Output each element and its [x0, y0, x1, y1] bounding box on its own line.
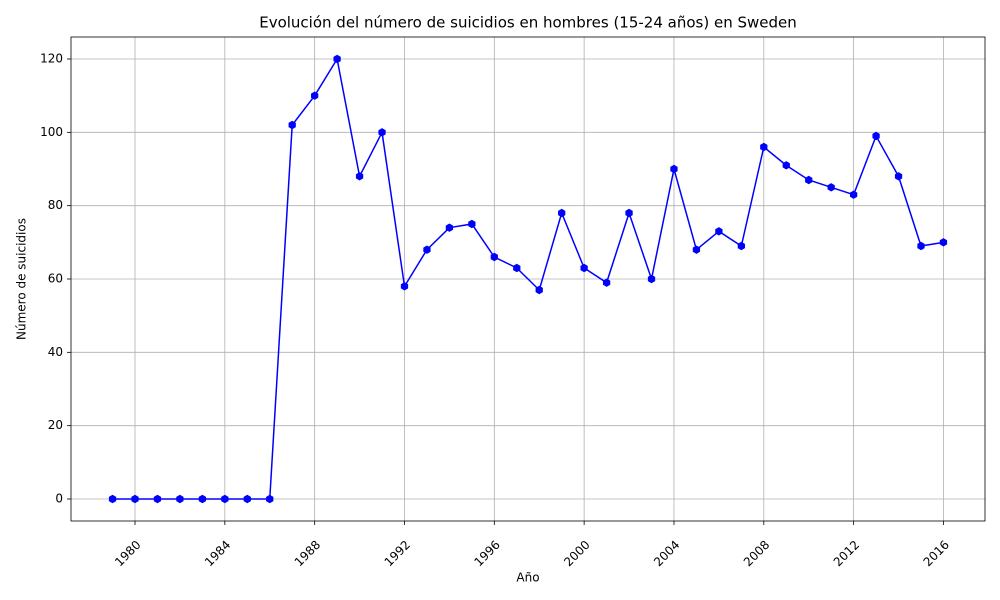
- line: [112, 56, 944, 500]
- point: [490, 252, 498, 262]
- point: [827, 183, 835, 192]
- point: [715, 227, 723, 236]
- x-tick-label: 2004: [651, 538, 682, 569]
- point: [378, 128, 386, 137]
- point: [535, 285, 543, 295]
- x-tick-label: 1980: [112, 538, 143, 569]
- point: [849, 190, 858, 199]
- point: [243, 494, 251, 504]
- point: [760, 142, 768, 152]
- point: [333, 54, 341, 64]
- y-tick-label: 60: [48, 272, 63, 286]
- x-tick-label: 1996: [471, 538, 502, 569]
- point: [692, 245, 701, 254]
- point: [108, 494, 117, 504]
- point: [311, 91, 319, 100]
- point: [580, 263, 588, 273]
- point: [894, 172, 903, 181]
- x-tick-label: 2008: [741, 538, 772, 569]
- x-tick-label: 2000: [561, 538, 592, 569]
- point: [198, 494, 207, 504]
- point: [737, 241, 745, 251]
- y-tick-label: 0: [55, 492, 63, 506]
- y-tick-label: 40: [48, 345, 63, 359]
- point: [513, 263, 521, 273]
- point: [625, 208, 633, 218]
- point: [647, 274, 656, 284]
- y-tick-label: 100: [40, 125, 63, 139]
- y-tick-label: 80: [48, 198, 63, 212]
- point: [939, 238, 948, 247]
- point: [872, 131, 880, 141]
- point: [400, 282, 409, 291]
- point: [917, 241, 925, 251]
- point: [558, 208, 566, 218]
- point: [153, 494, 162, 504]
- x-tick-label: 1992: [382, 538, 413, 569]
- x-tick-label: 2016: [921, 538, 952, 569]
- point: [602, 278, 611, 287]
- point: [221, 494, 229, 504]
- plot-frame: [70, 36, 986, 522]
- point: [445, 223, 454, 232]
- y-tick-label: 120: [40, 52, 63, 66]
- point: [288, 120, 296, 130]
- chart-title: Evolución del número de suicidios en hom…: [259, 14, 797, 32]
- point: [423, 245, 431, 254]
- point: [131, 494, 139, 504]
- point: [176, 494, 184, 504]
- point: [468, 219, 476, 229]
- point: [782, 161, 790, 170]
- y-tick-label: 20: [48, 418, 63, 432]
- x-axis-label: Año: [516, 571, 539, 585]
- x-tick-label: 2012: [831, 538, 862, 569]
- x-tick-label: 1984: [202, 538, 233, 569]
- y-axis-label: Número de suicidios: [15, 218, 29, 340]
- point: [805, 175, 813, 185]
- x-tick-label: 1988: [292, 538, 323, 569]
- point: [355, 172, 364, 181]
- point: [670, 164, 678, 174]
- point: [266, 494, 274, 504]
